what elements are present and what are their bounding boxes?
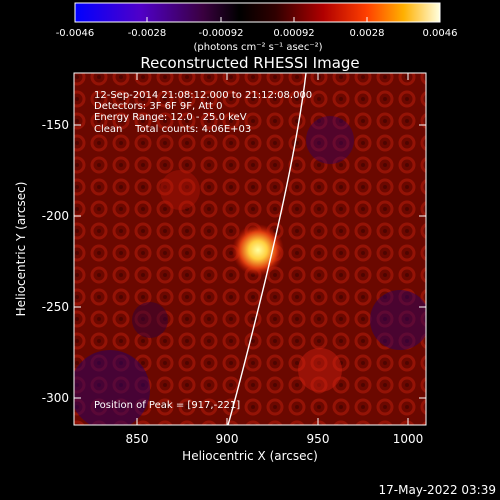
colorbar-tick-label: -0.00092	[199, 28, 244, 39]
colorbar	[74, 2, 441, 23]
colorbar-tick-label: 0.00092	[273, 28, 314, 39]
y-tick-label: -200	[42, 209, 69, 223]
flare-peak	[232, 224, 284, 276]
x-tick-label: 950	[307, 432, 330, 446]
colorbar-tick-label: 0.0046	[423, 28, 458, 39]
info-block: 12-Sep-2014 21:08:12.000 to 21:12:08.000…	[94, 90, 312, 135]
timestamp: 17-May-2022 03:39	[379, 483, 496, 497]
peak-position-text: Position of Peak = [917,-221]	[94, 400, 240, 411]
colorbar-ticks: -0.0046 -0.0028 -0.00092 0.00092 0.0028 0.004…	[56, 17, 458, 39]
colorbar-tick-label: -0.0028	[128, 28, 167, 39]
x-tick-label: 850	[126, 432, 149, 446]
info-clean-counts: Clean Total counts: 4.06E+03	[94, 124, 251, 135]
colorbar-tick-label: -0.0046	[56, 28, 95, 39]
x-tick-label: 900	[216, 432, 239, 446]
y-tick-label: -250	[42, 300, 69, 314]
plot-frame	[73, 72, 427, 426]
y-tick-label: -150	[42, 118, 69, 132]
image-area	[74, 73, 426, 425]
info-time-range: 12-Sep-2014 21:08:12.000 to 21:12:08.000	[94, 90, 312, 101]
x-tick-label: 1000	[393, 432, 424, 446]
y-axis-ticks: -150 -200 -250 -300	[42, 118, 426, 405]
info-energy-range: Energy Range: 12.0 - 25.0 keV	[94, 112, 247, 123]
solar-limb	[227, 73, 307, 425]
x-axis-ticks: 850 900 950 1000	[126, 73, 424, 446]
y-axis-label: Heliocentric Y (arcsec)	[14, 182, 28, 317]
x-axis-label: Heliocentric X (arcsec)	[182, 449, 318, 463]
colorbar-tick-label: 0.0028	[350, 28, 385, 39]
y-tick-label: -300	[42, 391, 69, 405]
colorbar-unit-label: (photons cm⁻² s⁻¹ asec⁻²)	[193, 42, 322, 53]
plot-title: Reconstructed RHESSI Image	[140, 54, 359, 72]
info-detectors: Detectors: 3F 6F 9F, Att 0	[94, 101, 222, 112]
